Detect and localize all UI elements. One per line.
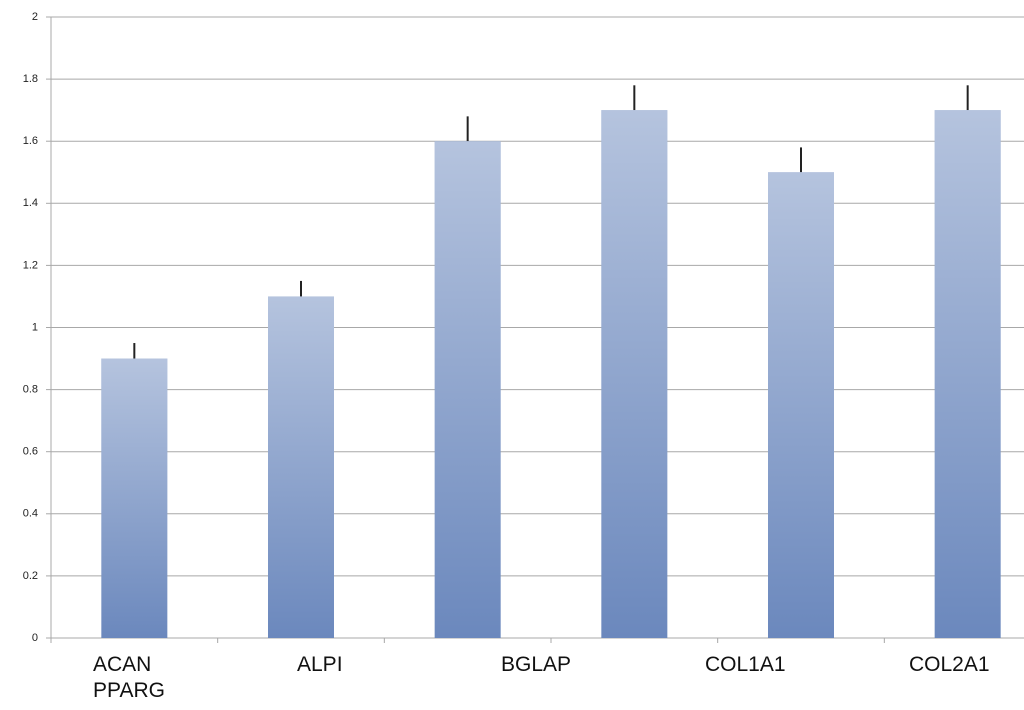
x-tick-label: BGLAP: [501, 653, 572, 676]
y-tick-label: 1.8: [23, 73, 38, 85]
y-tick-label: 1.6: [23, 135, 38, 147]
bar-shade: [601, 110, 668, 638]
y-tick-label: 1: [32, 321, 38, 333]
bar-shade: [268, 296, 334, 638]
y-tick-label: 0.6: [23, 446, 38, 458]
y-tick-label: 0.4: [23, 508, 38, 520]
bar-shade: [434, 141, 501, 638]
bar-shade: [768, 172, 834, 638]
y-tick-label: 0.2: [23, 570, 38, 582]
y-tick-label: 1.2: [23, 259, 38, 271]
x-tick-label: ALPI: [297, 653, 343, 676]
x-tick-label: COL2A1: [909, 653, 990, 676]
y-tick-label: 0.8: [23, 384, 38, 396]
y-tick-label: 1.4: [23, 197, 38, 209]
bar-shade: [934, 110, 1001, 638]
y-tick-label: 2: [32, 11, 38, 23]
x-tick-label: COL1A1: [705, 653, 786, 676]
bar-shade: [101, 358, 168, 638]
y-tick-label: 0: [32, 632, 38, 644]
x-tick-label: ACAN PPARG: [93, 653, 165, 702]
